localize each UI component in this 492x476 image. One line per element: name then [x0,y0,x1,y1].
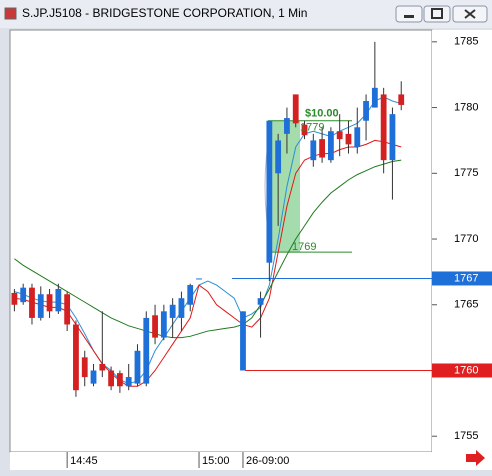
candle-body [257,298,264,305]
candle-body [99,363,106,371]
candle-body [389,114,396,161]
stop-price: 1769 [292,241,316,253]
candle-body [81,357,88,378]
plot-area [9,29,433,453]
candle-body [363,100,369,121]
price-axis [432,30,492,452]
y-tick-label: 1755 [454,430,478,442]
app-icon [4,7,17,20]
candle-body [398,94,405,105]
target-value: $10.00 [305,108,339,120]
candle-body [327,131,334,161]
candle-body [310,140,317,161]
candle-body [143,317,150,384]
moving-average [14,159,402,339]
maximize-button[interactable] [423,5,451,23]
candle-body [73,324,79,391]
x-tick-label: 14:45 [70,455,98,467]
moving-average [14,96,402,385]
candle-body [169,304,176,318]
candle-body [160,311,167,338]
price-label: 1760 [454,364,478,376]
x-tick-label: 26-09:00 [246,455,289,467]
window-title: S.JP.J5108 - BRIDGESTONE CORPORATION, 1 … [22,6,307,20]
candle-body [29,287,35,318]
close-button[interactable] [452,5,488,23]
candle-body [178,298,185,318]
candle-body [152,315,158,338]
candle-body [292,94,299,124]
candle-body [64,294,71,325]
y-tick-label: 1775 [454,167,478,179]
target-price: 1779 [300,122,324,134]
minimize-button[interactable] [395,5,423,23]
scroll-arrow[interactable] [466,450,485,466]
candle-body [240,311,246,371]
time-axis [10,452,492,470]
candle-body [20,287,27,303]
candle-body [125,377,132,387]
candle-body [380,94,387,161]
x-tick-label: 15:00 [202,455,230,467]
candle-body [90,370,97,384]
price-label: 1767 [454,272,478,284]
target-zone [268,120,300,253]
candle-body [55,288,62,312]
candle-body [301,124,308,136]
candle-body [319,139,326,158]
candle-body [336,131,343,140]
y-tick-label: 1765 [454,299,478,311]
price-box [432,363,492,378]
candle-body [275,140,282,174]
y-tick-label: 1770 [454,233,478,245]
candle-body [187,285,194,305]
candle-body [108,370,115,387]
candle-body [196,278,202,280]
candle-body [345,133,352,145]
candle-body [371,87,378,108]
y-tick-label: 1780 [454,101,478,113]
candle-body [284,118,290,134]
price-box [432,271,492,286]
candle-body [266,120,273,263]
y-tick-label: 1785 [454,36,478,48]
candle-body [134,350,141,384]
candle-body [11,292,18,305]
candle-body [354,127,361,148]
candle-body [116,373,123,387]
candle-body [46,294,53,312]
moving-average [14,139,402,387]
candle-body [37,294,44,318]
